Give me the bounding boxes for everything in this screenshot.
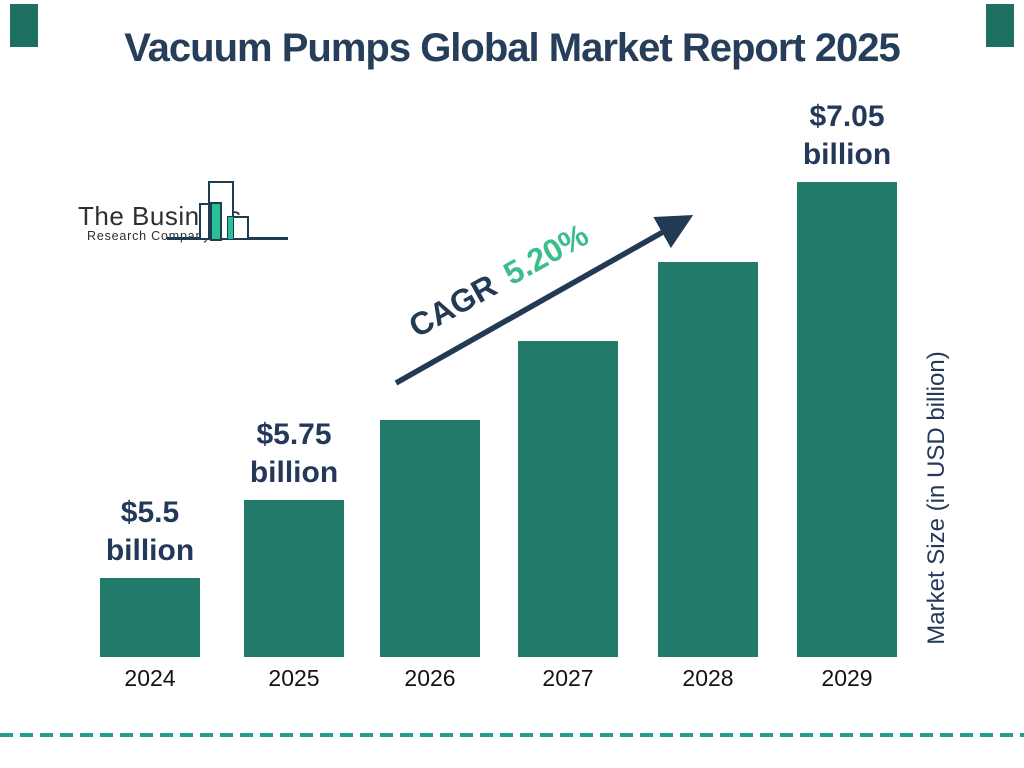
cagr-annotation: CAGR 5.20% — [392, 210, 608, 355]
value-label-amount: $5.75 — [256, 418, 332, 451]
logo-right-bar — [232, 216, 249, 240]
value-label-unit: billion — [802, 138, 892, 171]
value-label-2024: $5.5 billion — [65, 494, 235, 570]
bar-2024 — [100, 578, 200, 657]
bottom-dashed-divider — [0, 733, 1024, 737]
bar-2026 — [380, 420, 480, 657]
cagr-value: 5.20% — [497, 216, 595, 292]
x-tick-2025: 2025 — [268, 665, 320, 691]
logo-company-subname: Research Company — [87, 229, 211, 243]
value-label-unit: billion — [249, 456, 339, 489]
logo-small-green-bar — [227, 216, 234, 240]
x-tick-2026: 2026 — [404, 665, 456, 691]
x-tick-2029: 2029 — [821, 665, 873, 691]
bar-2025 — [244, 500, 344, 657]
value-label-amount: $5.5 — [120, 496, 180, 529]
corner-accent-right — [986, 4, 1014, 47]
chart-title: Vacuum Pumps Global Market Report 2025 — [124, 26, 901, 70]
value-label-unit: billion — [105, 534, 195, 567]
logo-outline-bar — [199, 203, 210, 240]
bar-2029 — [797, 182, 897, 657]
x-tick-2027: 2027 — [542, 665, 594, 691]
value-label-amount: $7.05 — [809, 100, 885, 133]
cagr-label: CAGR — [402, 267, 503, 345]
x-tick-2028: 2028 — [682, 665, 734, 691]
company-logo: The Business Research Company — [75, 175, 290, 245]
corner-accent-left — [10, 4, 38, 47]
x-tick-2024: 2024 — [124, 665, 176, 691]
bar-2028 — [658, 262, 758, 657]
bar-2027 — [518, 341, 618, 657]
logo-green-bar — [210, 202, 222, 241]
value-label-2025: $5.75 billion — [209, 416, 379, 492]
value-label-2029: $7.05 billion — [762, 98, 932, 174]
y-axis-label: Market Size (in USD billion) — [923, 351, 950, 645]
